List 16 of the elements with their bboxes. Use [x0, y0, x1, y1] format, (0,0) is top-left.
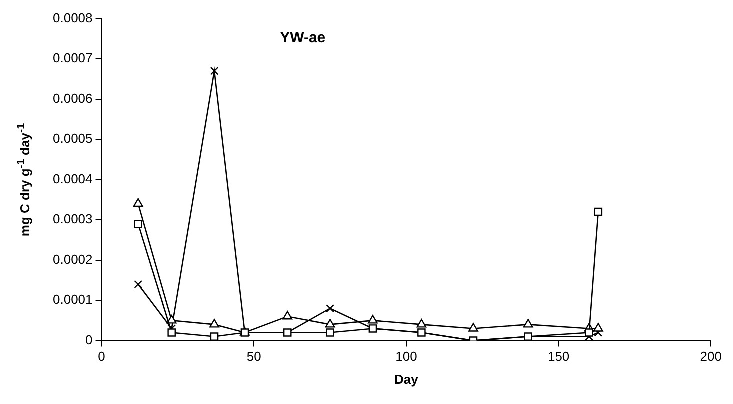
- y-tick-label: 0.0004: [52, 171, 93, 186]
- x-tick-label: 50: [246, 349, 262, 364]
- y-tick-label: 0.0006: [52, 90, 93, 106]
- x-axis-title: Day: [394, 372, 420, 387]
- y-tick-label: 0.0005: [52, 131, 93, 146]
- x-tick-label: 0: [98, 349, 106, 364]
- x-tick-label: 150: [548, 349, 570, 364]
- y-tick-label: 0.0001: [52, 292, 93, 308]
- y-tick-label: 0: [86, 332, 93, 348]
- y-tick-label: 0.0002: [52, 252, 93, 267]
- y-tick-label: 0.0003: [52, 212, 93, 227]
- y-tick-label: 0.0008: [52, 10, 93, 26]
- x-tick-label: 100: [396, 349, 418, 364]
- x-tick-label: 200: [700, 349, 722, 364]
- y-tick-label: 0.0007: [52, 50, 93, 66]
- text: YW-ae: [280, 29, 326, 46]
